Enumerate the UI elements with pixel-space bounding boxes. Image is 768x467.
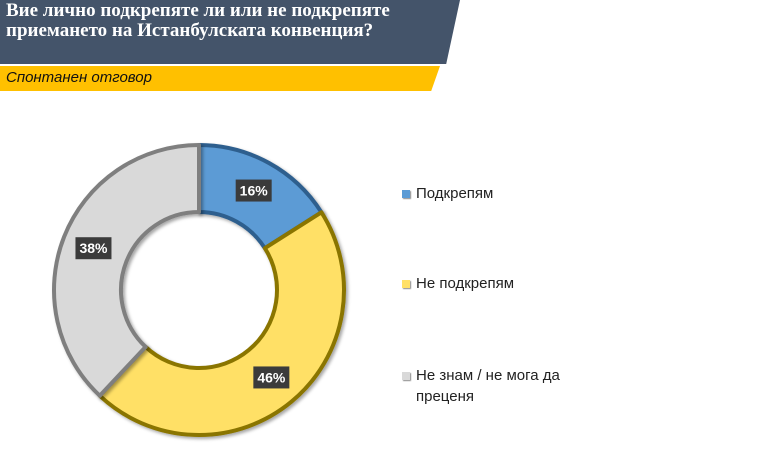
- data-labels: 16% 46% 38%: [75, 179, 290, 389]
- data-label-box: [235, 179, 272, 202]
- data-label-2: 46%: [253, 366, 290, 389]
- legend-item-2: Не подкрепям: [402, 273, 566, 294]
- data-label-text: 38%: [79, 240, 108, 256]
- legend-marker: [402, 190, 410, 198]
- legend-label: Подкрепям: [416, 185, 494, 202]
- chart-title: Вие лично подкрепяте ли или не подкрепят…: [6, 0, 390, 41]
- donut-slices: [52, 143, 346, 437]
- donut-slice-3: [52, 143, 201, 398]
- subtitle-banner: Спонтанен отговор: [0, 66, 440, 91]
- donut-chart: 16% 46% 38%: [52, 143, 346, 437]
- data-label-text: 46%: [257, 369, 286, 385]
- title-banner: Вие лично подкрепяте ли или не подкрепят…: [0, 0, 460, 64]
- data-label-1: 16%: [235, 179, 272, 202]
- legend-label: Не знам / не мога да преценя: [416, 367, 560, 405]
- legend-marker: [402, 372, 410, 380]
- legend-item-1: Подкрепям: [402, 183, 566, 204]
- legend-label: Не подкрепям: [416, 275, 515, 292]
- chart-subtitle: Спонтанен отговор: [6, 69, 152, 86]
- legend-marker: [402, 280, 410, 288]
- data-label-text: 16%: [240, 183, 269, 199]
- data-label-box: [253, 366, 290, 389]
- data-label-3: 38%: [75, 237, 112, 260]
- data-label-box: [75, 237, 112, 260]
- legend-item-3: Не знам / не мога да преценя: [402, 365, 566, 407]
